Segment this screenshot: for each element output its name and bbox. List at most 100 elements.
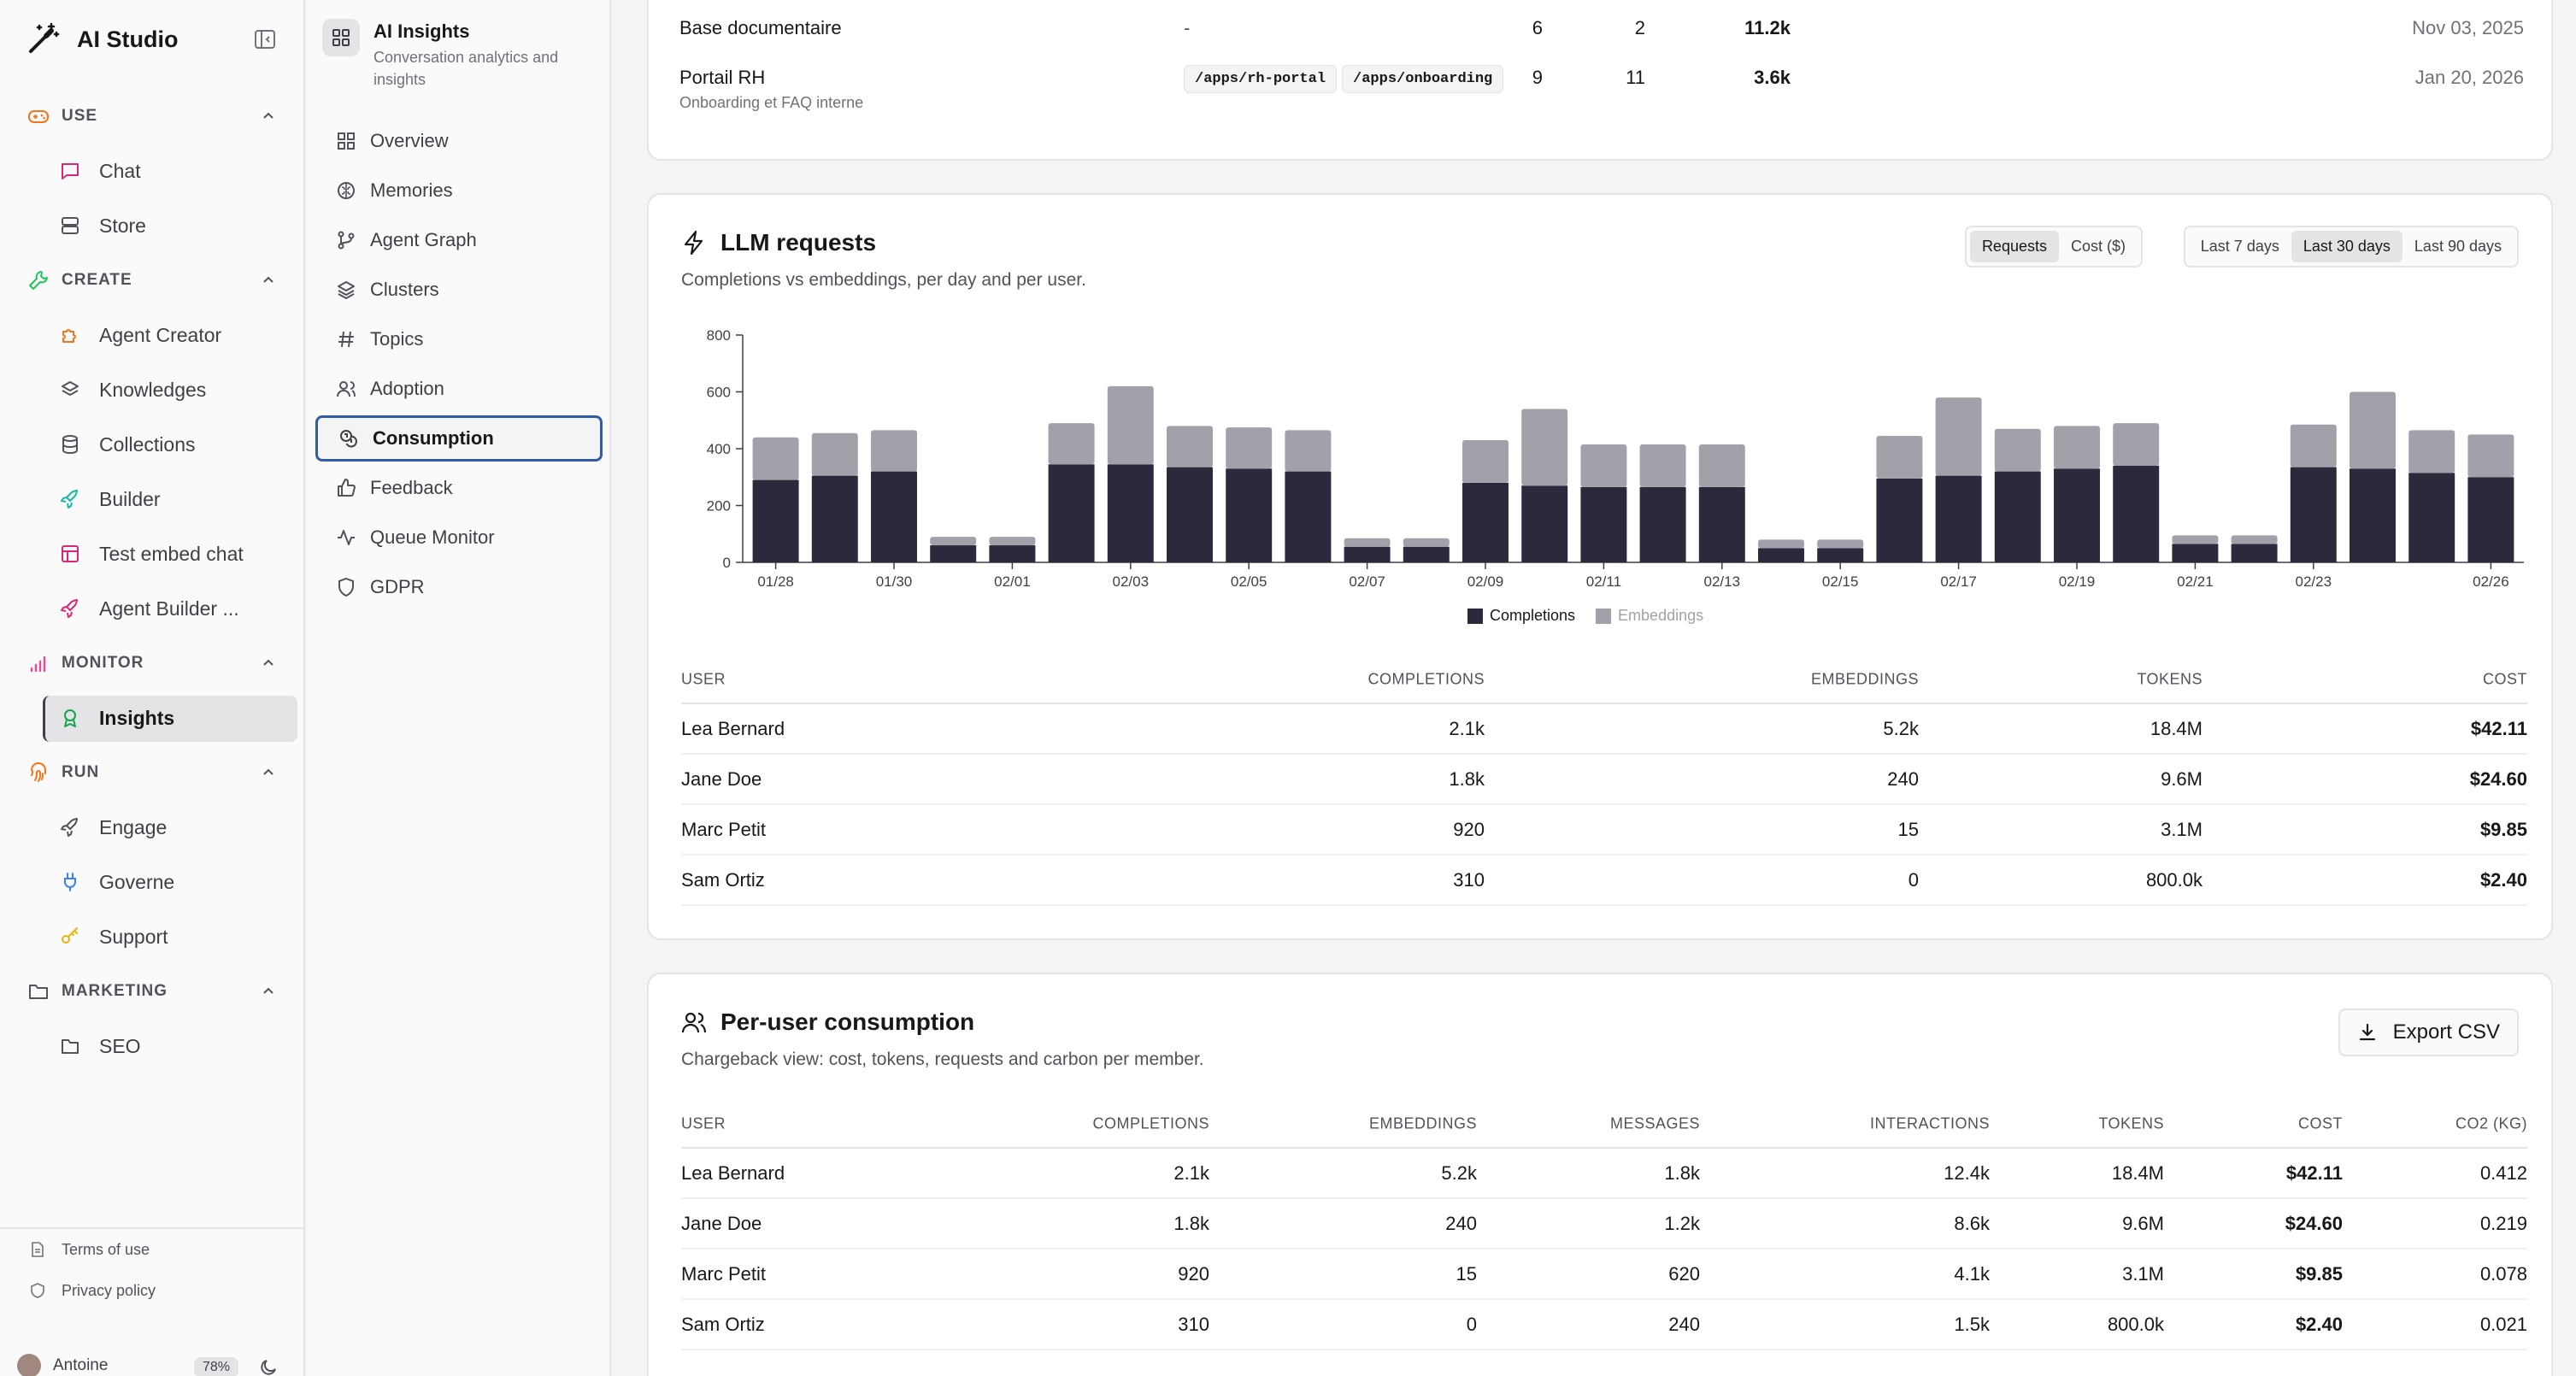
sidebar-item-builder[interactable]: Builder <box>0 472 305 526</box>
sidebar-item-governe[interactable]: Governe <box>0 855 305 909</box>
bar-completions <box>989 545 1036 562</box>
moon-icon[interactable] <box>258 1357 279 1376</box>
x-tick-label: 02/23 <box>2296 573 2332 590</box>
sidebar-item-store[interactable]: Store <box>0 198 305 253</box>
col-embeddings: EMBEDDINGS <box>1810 670 1919 688</box>
tab-label: Queue Monitor <box>370 526 495 548</box>
sidebar-item-engage[interactable]: Engage <box>0 800 305 855</box>
tab-adoption[interactable]: Adoption <box>315 364 603 414</box>
table-row[interactable]: Lea Bernard 2.1k 5.2k 1.8k 12.4k 18.4M $42.11 0… <box>681 1149 2527 1199</box>
table-row[interactable]: Lea Bernard 2.1k 5.2k 18.4M $42.11 <box>681 704 2527 755</box>
cell-user: Lea Bernard <box>681 717 785 739</box>
table-row[interactable]: Jane Doe 1.8k 240 9.6M $24.60 <box>681 755 2527 805</box>
signal-bars-icon <box>27 652 50 674</box>
tab-agent-graph[interactable]: Agent Graph <box>315 215 603 265</box>
layers-icon <box>336 279 356 300</box>
gamepad-icon <box>27 105 50 127</box>
chevron-up-icon[interactable] <box>262 766 275 779</box>
bar-embeddings <box>2113 423 2160 466</box>
rocket-icon <box>60 817 80 838</box>
range-30-days[interactable]: Last 30 days <box>2291 231 2403 262</box>
cell-completions: 2.1k <box>1449 717 1485 739</box>
tab-overview[interactable]: Overview <box>315 116 603 166</box>
col-interactions: INTERACTIONS <box>1869 1114 1990 1132</box>
export-csv-button[interactable]: Export CSV <box>2338 1008 2519 1056</box>
sidebar-nav: USE Chat Store CREATE Agent Creator <box>0 89 305 1073</box>
x-tick-label: 02/19 <box>2059 573 2096 590</box>
card-title: Per-user consumption <box>681 1008 974 1036</box>
range-7-days[interactable]: Last 7 days <box>2200 238 2279 255</box>
per-user-table: USER COMPLETIONS EMBEDDINGS MESSAGES INT… <box>681 1101 2527 1350</box>
table-row[interactable]: Base documentaire - 6 2 11.2k Nov 03, 20… <box>679 7 2526 58</box>
sidebar-item-seo[interactable]: SEO <box>0 1019 305 1073</box>
privacy-link[interactable]: Privacy policy <box>0 1270 305 1311</box>
cell-tokens: 18.4M <box>2111 1161 2164 1184</box>
col-tokens: TOKENS <box>2137 670 2203 688</box>
bar-embeddings <box>1107 385 1154 465</box>
bar-embeddings <box>2350 391 2396 469</box>
tab-gdpr[interactable]: GDPR <box>315 562 603 612</box>
col-user: USER <box>681 1114 726 1132</box>
cell-user: Sam Ortiz <box>681 868 765 891</box>
range-90-days[interactable]: Last 90 days <box>2414 238 2502 255</box>
tab-queue-monitor[interactable]: Queue Monitor <box>315 513 603 562</box>
sidebar-item-test-embed-chat[interactable]: Test embed chat <box>0 526 305 581</box>
brand[interactable]: AI Studio <box>26 22 178 56</box>
sidebar-item-agent-creator[interactable]: Agent Creator <box>0 308 305 362</box>
x-tick-label: 02/13 <box>1704 573 1741 590</box>
table-row[interactable]: Marc Petit 920 15 3.1M $9.85 <box>681 805 2527 856</box>
sidebar-item-agent-builder[interactable]: Agent Builder ... <box>0 581 305 636</box>
cell-embeddings: 15 <box>1456 1262 1477 1285</box>
tab-feedback[interactable]: Feedback <box>315 463 603 513</box>
chevron-up-icon[interactable] <box>262 985 275 998</box>
tab-topics[interactable]: Topics <box>315 315 603 364</box>
section-run[interactable]: RUN <box>0 745 305 800</box>
tab-memories[interactable]: Memories <box>315 166 603 215</box>
chevron-up-icon[interactable] <box>262 656 275 670</box>
coins-icon <box>338 428 359 449</box>
table-row[interactable]: Marc Petit 920 15 620 4.1k 3.1M $9.85 0.078 <box>681 1250 2527 1300</box>
section-use[interactable]: USE <box>0 89 305 144</box>
cell-user: Lea Bernard <box>681 1161 785 1184</box>
sidebar-item-chat[interactable]: Chat <box>0 144 305 198</box>
section-marketing[interactable]: MARKETING <box>0 964 305 1019</box>
sidebar-item-insights[interactable]: Insights <box>0 691 305 745</box>
legend-embeddings[interactable]: Embeddings <box>1596 607 1703 625</box>
sidebar-item-label: Insights <box>99 706 175 729</box>
row-subtitle: Onboarding et FAQ interne <box>679 94 864 111</box>
bar-embeddings <box>1698 444 1745 487</box>
row-name: Base documentaire <box>679 17 842 38</box>
sidebar-toggle-icon[interactable] <box>253 27 277 51</box>
chevron-up-icon[interactable] <box>262 273 275 287</box>
grid-icon <box>336 131 356 151</box>
row-date: Jan 20, 2026 <box>2414 67 2524 88</box>
section-monitor[interactable]: MONITOR <box>0 636 305 691</box>
table-row[interactable]: Sam Ortiz 310 0 800.0k $2.40 <box>681 856 2527 906</box>
section-create[interactable]: CREATE <box>0 253 305 308</box>
main-sidebar: AI Studio USE Chat Store CREATE <box>0 0 305 1376</box>
col-user: USER <box>681 670 726 688</box>
user-menu[interactable]: Antoine <box>17 1354 108 1376</box>
table-row[interactable]: Sam Ortiz 310 0 240 1.5k 800.0k $2.40 0.021 <box>681 1300 2527 1350</box>
table-row[interactable]: Portail RH Onboarding et FAQ interne /ap… <box>679 58 2526 123</box>
wrench-icon <box>27 269 50 291</box>
y-tick-label: 800 <box>707 327 731 344</box>
sidebar-item-collections[interactable]: Collections <box>0 417 305 472</box>
chevron-up-icon[interactable] <box>262 109 275 123</box>
tab-clusters[interactable]: Clusters <box>315 265 603 315</box>
thumbs-up-icon <box>336 478 356 498</box>
bar-embeddings <box>752 437 799 480</box>
tab-consumption[interactable]: Consumption <box>315 415 603 462</box>
award-icon <box>60 708 80 728</box>
toggle-requests[interactable]: Requests <box>1969 231 2059 262</box>
sidebar-item-support[interactable]: Support <box>0 909 305 964</box>
bar-completions <box>1285 471 1332 562</box>
per-user-title: Per-user consumption <box>720 1008 975 1035</box>
table-row[interactable]: Jane Doe 1.8k 240 1.2k 8.6k 9.6M $24.60 0.219 <box>681 1199 2527 1250</box>
terms-link[interactable]: Terms of use <box>0 1229 305 1270</box>
terms-label: Terms of use <box>62 1240 150 1258</box>
legend-completions[interactable]: Completions <box>1467 607 1575 625</box>
sidebar-item-knowledges[interactable]: Knowledges <box>0 362 305 417</box>
bar-completions <box>1639 486 1686 562</box>
toggle-cost[interactable]: Cost ($) <box>2070 238 2126 255</box>
